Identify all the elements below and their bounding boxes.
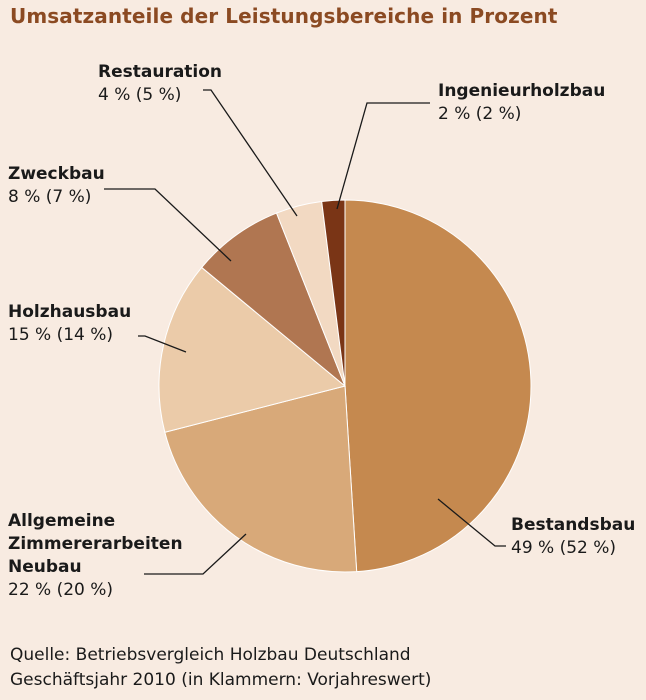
label-holzhausbau-name: Holzhausbau (8, 302, 132, 322)
leader-line-holzhausbau (138, 335, 187, 353)
label-ingenieurholzbau-value: 2 % (2 %) (438, 104, 522, 124)
label-neubau-name-line2: Zimmererarbeiten (8, 534, 183, 554)
label-bestandsbau-value: 49 % (52 %) (511, 538, 617, 558)
leader-line-ingenieurholzbau (336, 102, 430, 210)
pie-slices (158, 199, 532, 573)
leader-line-zweckbau (104, 188, 232, 262)
label-ingenieurholzbau-name: Ingenieurholzbau (438, 81, 606, 101)
label-ingenieurholzbau: Ingenieurholzbau 2 % (2 %) (438, 80, 605, 126)
label-bestandsbau-name: Bestandsbau (511, 515, 636, 535)
label-holzhausbau-value: 15 % (14 %) (8, 325, 114, 345)
source-note: Quelle: Betriebsvergleich Holzbau Deutsc… (10, 643, 431, 693)
pie-slice-neubau (164, 385, 358, 573)
label-neubau-name-line1: Allgemeine (8, 511, 116, 531)
label-neubau-name-line3: Neubau (8, 557, 82, 577)
label-neubau-value: 22 % (20 %) (8, 580, 114, 600)
pie-slice-ingenieurholzbau (321, 199, 346, 387)
label-holzhausbau: Holzhausbau 15 % (14 %) (8, 301, 131, 347)
leader-line-neubau (144, 533, 247, 575)
chart-title: Umsatzanteile der Leistungsbereiche in P… (10, 4, 558, 28)
label-restauration-name: Restauration (98, 62, 223, 82)
pie-slice-holzhausbau (158, 266, 347, 433)
label-zweckbau-value: 8 % (7 %) (8, 187, 92, 207)
source-note-line2: Geschäftsjahr 2010 (in Klammern: Vorjahr… (10, 670, 432, 690)
leader-line-restauration (203, 89, 298, 217)
leader-line-bestandsbau (437, 498, 506, 547)
leader-lines (104, 89, 506, 575)
label-zweckbau: Zweckbau 8 % (7 %) (8, 163, 105, 209)
label-restauration-value: 4 % (5 %) (98, 85, 182, 105)
label-allgemeine-zimmererarbeiten-neubau: Allgemeine Zimmererarbeiten Neubau 22 % … (8, 510, 183, 602)
pie-slice-bestandsbau (344, 199, 532, 573)
label-zweckbau-name: Zweckbau (8, 164, 105, 184)
source-note-line1: Quelle: Betriebsvergleich Holzbau Deutsc… (10, 645, 411, 665)
pie-slice-zweckbau (200, 212, 346, 387)
label-restauration: Restauration 4 % (5 %) (98, 61, 222, 107)
label-bestandsbau: Bestandsbau 49 % (52 %) (511, 514, 635, 560)
